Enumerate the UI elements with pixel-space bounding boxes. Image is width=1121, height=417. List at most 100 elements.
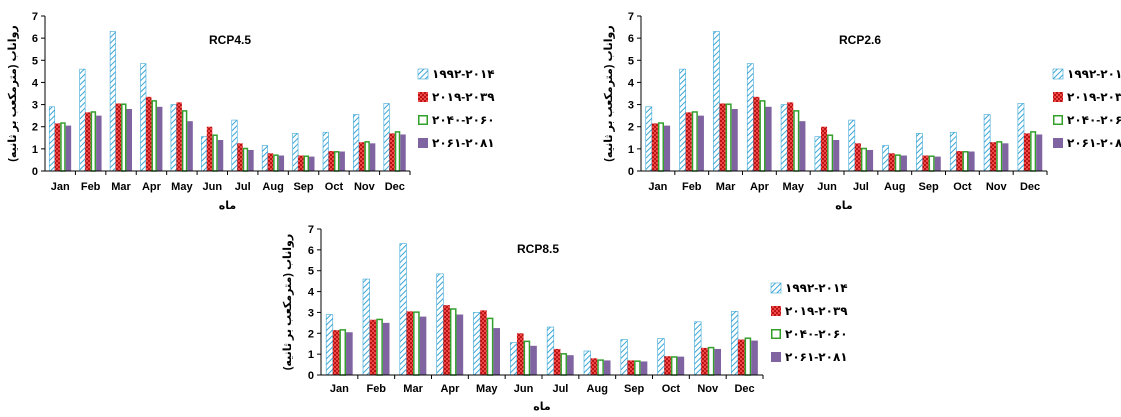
- bar-jul-s0: [546, 326, 555, 376]
- bar-mar-s3: [419, 316, 427, 375]
- bar-may-s3: [493, 328, 501, 375]
- y-tick-label: 1: [628, 144, 634, 156]
- y-tick-label: 3: [32, 100, 38, 112]
- x-tick-label: Jul: [552, 383, 568, 395]
- x-tick-label: Nov: [697, 383, 719, 395]
- bar-mar-s1: [406, 311, 414, 375]
- legend-label-s1: ۲۰۱۹-۲۰۳۹: [1067, 90, 1121, 104]
- legend-label-s0: ۱۹۹۲-۲۰۱۴: [785, 281, 848, 295]
- bar-nov-s0: [353, 114, 360, 172]
- legend-swatch-s0: [417, 68, 429, 80]
- y-tick-label: 2: [308, 328, 314, 340]
- y-tick-label: 0: [628, 166, 634, 178]
- bar-may-s0: [780, 104, 788, 172]
- bar-sep-s2: [634, 360, 641, 376]
- bar-dec-s0: [1017, 103, 1025, 172]
- bar-apr-s0: [436, 273, 444, 376]
- bar-mar-s3: [731, 109, 738, 171]
- x-tick-label: Apr: [440, 383, 460, 395]
- legend-label-s3: ۲۰۶۱-۲۰۸۱: [1067, 136, 1121, 150]
- bar-may-s3: [799, 121, 806, 171]
- chart-rcp85: 0 1 2 3 4 5 6 7 Jan Feb Mar Apr May Jun Jul Aug Sep Oct No…: [282, 224, 848, 413]
- x-tick-label: Nov: [986, 181, 1008, 193]
- bar-mar-s3: [126, 109, 132, 171]
- legend-swatch-s0: [770, 282, 782, 294]
- legend-swatch-s2: [418, 115, 428, 125]
- bar-feb-s2: [90, 111, 97, 172]
- bar-aug-s3: [278, 155, 285, 171]
- bar-sep-s0: [916, 133, 923, 172]
- bar-mar-s1: [115, 103, 122, 171]
- bar-jan-s1: [651, 123, 658, 171]
- x-tick-label: Oct: [325, 181, 344, 193]
- bar-apr-s1: [753, 96, 760, 171]
- x-tick-label: Feb: [366, 383, 386, 395]
- bar-jun-s2: [212, 134, 218, 172]
- chart-title: RCP8.5: [517, 242, 559, 256]
- bar-aug-s0: [882, 145, 889, 172]
- bar-feb-s2: [376, 318, 383, 376]
- bar-jul-s3: [248, 149, 254, 171]
- bar-dec-s0: [383, 103, 390, 172]
- legend-swatch-s3: [418, 138, 428, 148]
- bar-nov-s3: [714, 348, 722, 375]
- bar-nov-s2: [996, 141, 1003, 172]
- bar-sep-s2: [928, 155, 935, 172]
- y-axis-label: رواناب (مترمکعب بر ثانیه): [603, 25, 615, 161]
- bar-jun-s0: [510, 342, 518, 376]
- bar-oct-s3: [339, 151, 345, 171]
- bar-aug-s0: [583, 350, 591, 376]
- bar-sep-s3: [640, 361, 648, 375]
- bar-feb-s1: [685, 112, 692, 171]
- bar-jan-s0: [645, 106, 653, 172]
- y-tick-label: 4: [628, 77, 635, 89]
- bar-jun-s1: [206, 126, 213, 171]
- bar-feb-s1: [85, 112, 91, 171]
- bar-sep-s1: [922, 155, 929, 171]
- bar-dec-s1: [1023, 133, 1031, 171]
- bar-apr-s3: [765, 106, 772, 171]
- y-tick-label: 3: [628, 100, 634, 112]
- y-tick-label: 7: [628, 11, 634, 23]
- bar-oct-s2: [962, 151, 969, 172]
- bar-oct-s0: [657, 338, 665, 376]
- x-tick-label: Sep: [624, 383, 644, 395]
- bar-jun-s3: [530, 345, 537, 375]
- bar-jul-s1: [237, 143, 243, 171]
- bar-jan-s3: [346, 332, 353, 375]
- bar-aug-s1: [888, 153, 895, 171]
- legend-label-s2: ۲۰۴۰-۲۰۶۰: [432, 113, 495, 127]
- y-tick-label: 5: [32, 55, 38, 67]
- bar-nov-s3: [369, 143, 376, 171]
- bar-jun-s2: [523, 340, 531, 376]
- x-tick-label: Apr: [750, 181, 770, 193]
- bar-may-s1: [480, 310, 487, 375]
- y-tick-label: 1: [32, 144, 38, 156]
- bar-aug-s1: [590, 358, 598, 375]
- legend-label-s1: ۲۰۱۹-۲۰۳۹: [432, 90, 495, 104]
- y-tick-label: 2: [32, 122, 38, 134]
- chart-title: RCP2.6: [839, 33, 881, 47]
- x-tick-label: Jul: [235, 181, 251, 193]
- bar-jan-s1: [54, 123, 61, 171]
- x-tick-label: Feb: [81, 181, 101, 193]
- bar-jun-s3: [217, 140, 224, 171]
- bar-jul-s3: [567, 355, 574, 375]
- legend-swatch-s1: [1053, 92, 1063, 102]
- x-tick-label: Mar: [403, 383, 423, 395]
- x-tick-label: Sep: [918, 181, 938, 193]
- bar-aug-s2: [894, 154, 901, 172]
- legend-swatch-s1: [771, 306, 781, 316]
- bar-apr-s0: [746, 63, 754, 172]
- bar-nov-s2: [707, 346, 715, 376]
- y-axis-label: رواناب (مترمکعب بر ثانیه): [282, 234, 294, 370]
- x-tick-label: Dec: [385, 181, 405, 193]
- legend-swatch-s0: [1052, 68, 1064, 80]
- bar-may-s1: [176, 102, 182, 171]
- bar-oct-s2: [670, 356, 678, 376]
- bar-jun-s2: [827, 134, 834, 172]
- bar-dec-s2: [1030, 131, 1037, 172]
- x-tick-label: Mar: [716, 181, 736, 193]
- bar-jan-s2: [657, 122, 665, 172]
